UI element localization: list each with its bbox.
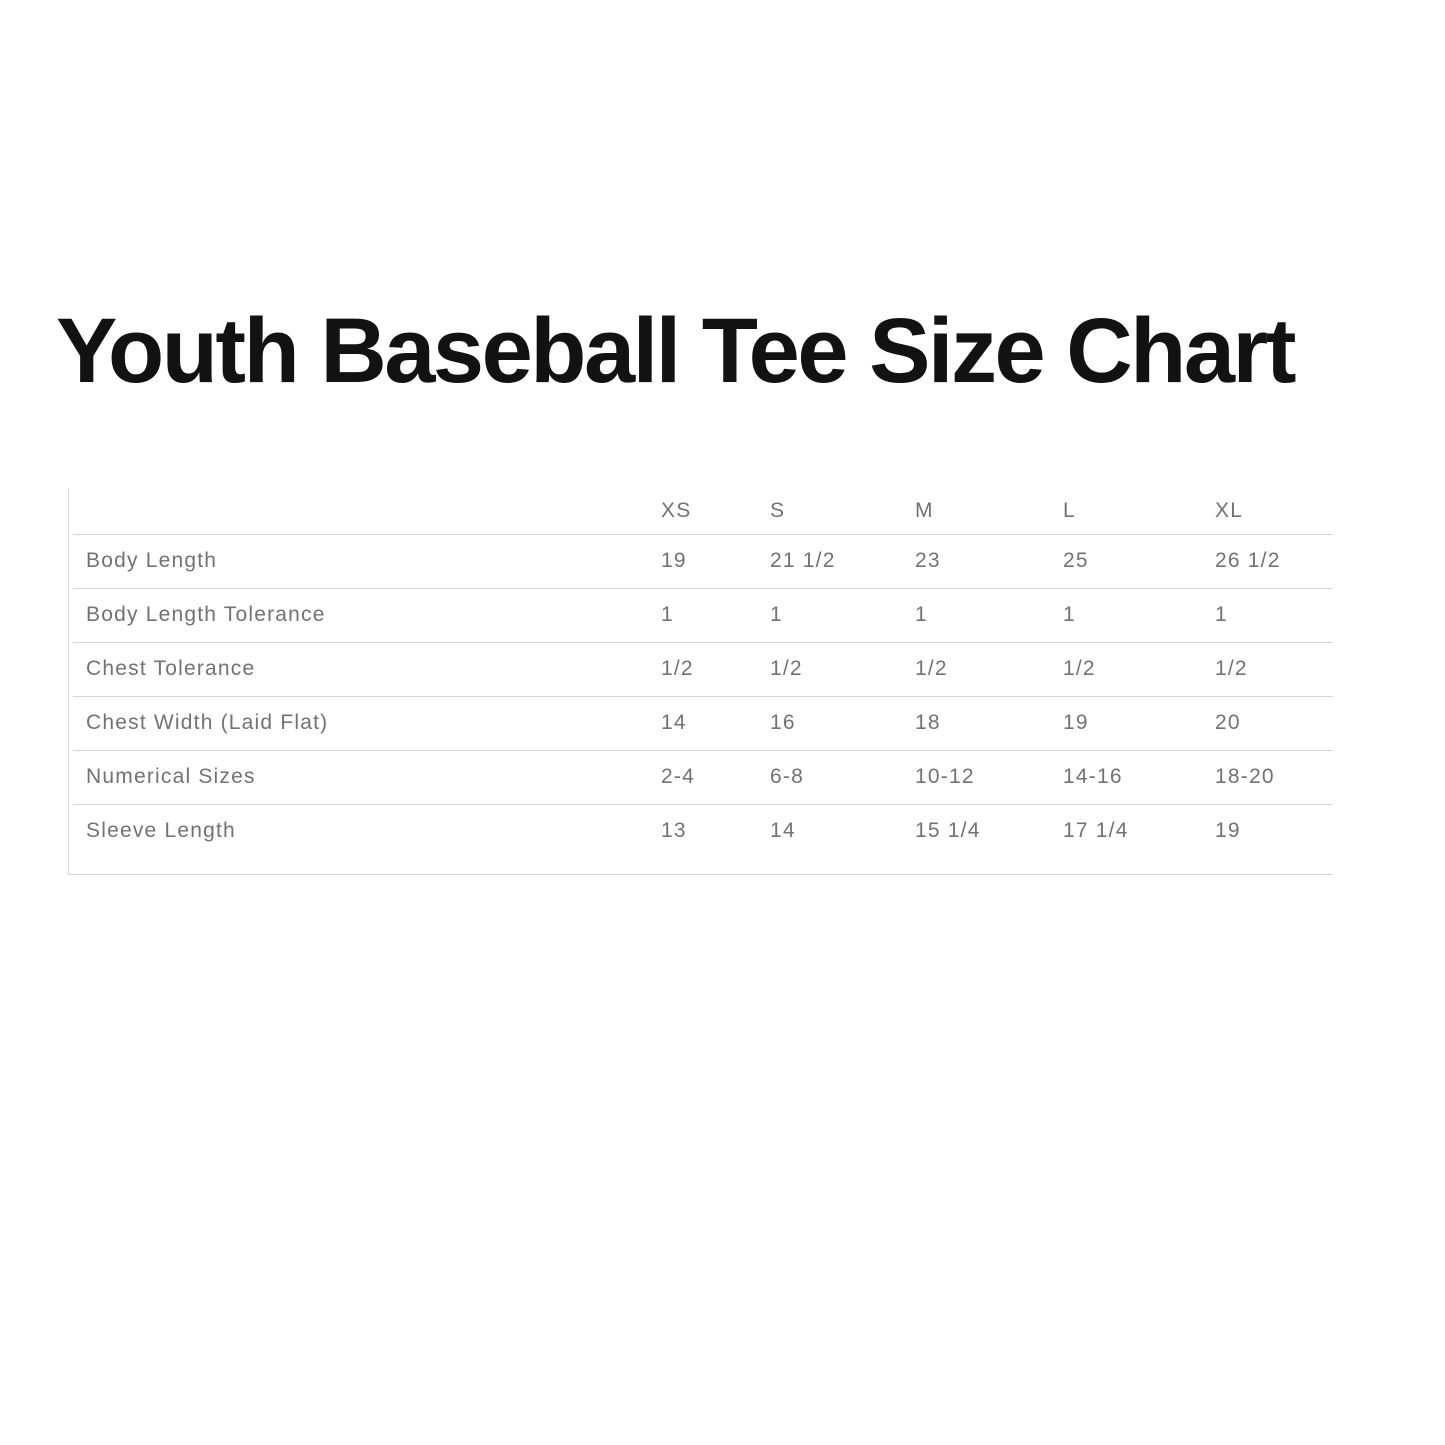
row-label: Sleeve Length: [86, 819, 236, 843]
size-value-cell: 1: [1063, 588, 1215, 643]
size-value-cell: 1/2: [1063, 642, 1215, 697]
size-value-cell: 2-4: [661, 750, 770, 805]
size-value-cell: 19: [1215, 819, 1241, 843]
size-chart-table: XS S M L XL Body Length 19 21 1/2 23 25 …: [68, 488, 1333, 875]
column-header-xl: XL: [1215, 488, 1333, 535]
table-row: Chest Width (Laid Flat) 14 16 18 19 20: [73, 696, 1333, 751]
size-value-cell: 21 1/2: [770, 534, 915, 589]
size-value-cell: 1: [661, 588, 770, 643]
size-value-cell: 1/2: [770, 642, 915, 697]
size-value-cell: 19: [1063, 696, 1215, 751]
size-value-cell: 13: [661, 819, 687, 843]
column-header-l: L: [1063, 488, 1215, 535]
size-value-cell: 14: [661, 696, 770, 751]
size-value-cell: 16: [770, 696, 915, 751]
size-value-cell: 1: [915, 588, 1063, 643]
row-label: Body Length: [73, 534, 661, 589]
size-value-cell: 23: [915, 534, 1063, 589]
row-label: Numerical Sizes: [73, 750, 661, 805]
size-value-cell: 1: [770, 588, 915, 643]
size-value-cell: 19: [661, 534, 770, 589]
table-row: Body Length 19 21 1/2 23 25 26 1/2: [73, 534, 1333, 589]
table-header-row: XS S M L XL: [73, 488, 1333, 535]
column-header-m: M: [915, 488, 1063, 535]
size-value-cell: 20: [1215, 696, 1333, 751]
size-value-cell: 6-8: [770, 750, 915, 805]
column-header-xs: XS: [661, 488, 770, 535]
size-value-cell: 14: [770, 819, 796, 843]
header-spacer-cell: [73, 488, 661, 535]
size-value-cell: 1/2: [661, 642, 770, 697]
size-value-cell: 1/2: [915, 642, 1063, 697]
row-label: Body Length Tolerance: [73, 588, 661, 643]
page-title: Youth Baseball Tee Size Chart: [56, 300, 1296, 402]
size-value-cell: 18-20: [1215, 750, 1333, 805]
table-row: Chest Tolerance 1/2 1/2 1/2 1/2 1/2: [73, 642, 1333, 697]
table-row: Numerical Sizes 2-4 6-8 10-12 14-16 18-2…: [73, 750, 1333, 805]
size-value-cell: 26 1/2: [1215, 534, 1333, 589]
size-value-cell: 10-12: [915, 750, 1063, 805]
size-table: XS S M L XL Body Length 19 21 1/2 23 25 …: [73, 488, 1333, 858]
table-row: Sleeve Length 13 14 15 1/4 17 1/4 19: [73, 804, 1333, 858]
size-value-cell: 1: [1215, 588, 1333, 643]
size-value-cell: 18: [915, 696, 1063, 751]
size-value-cell: 17 1/4: [1063, 819, 1129, 843]
size-value-cell: 15 1/4: [915, 819, 981, 843]
size-value-cell: 14-16: [1063, 750, 1215, 805]
column-header-s: S: [770, 488, 915, 535]
size-value-cell: 25: [1063, 534, 1215, 589]
size-value-cell: 1/2: [1215, 642, 1333, 697]
table-row: Body Length Tolerance 1 1 1 1 1: [73, 588, 1333, 643]
row-label: Chest Tolerance: [73, 642, 661, 697]
row-label: Chest Width (Laid Flat): [73, 696, 661, 751]
